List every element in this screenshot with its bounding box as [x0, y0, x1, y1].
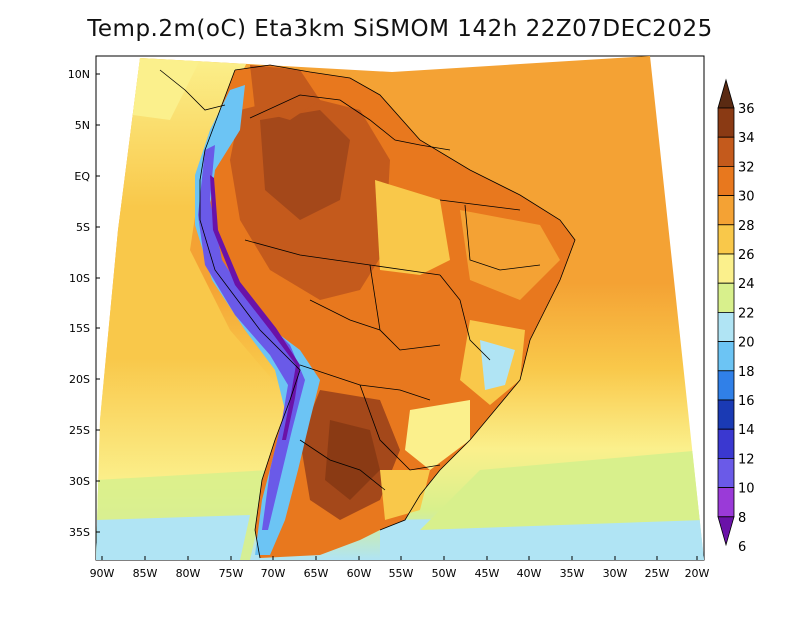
colorbar-label: 8: [738, 511, 746, 526]
longitude-axis: 90W 85W 80W 75W 70W 65W 60W 55W 50W 45W …: [90, 567, 710, 580]
lat-label: 35S: [69, 526, 90, 539]
lat-label: 5N: [75, 119, 90, 132]
colorbar-swatch: [717, 195, 735, 226]
lon-label: 50W: [432, 567, 457, 580]
colorbar-label: 14: [738, 423, 755, 438]
lon-label: 60W: [347, 567, 372, 580]
colorbar-swatch: [717, 457, 735, 488]
colorbar-label: 28: [738, 219, 755, 234]
colorbar-swatch: [717, 428, 735, 459]
lon-label: 45W: [475, 567, 500, 580]
colorbar-swatch: [717, 107, 735, 138]
colorbar-label: 32: [738, 160, 755, 175]
latitude-axis: 10N 5N EQ 5S 10S 15S 20S 25S 30S 35S: [68, 68, 91, 539]
lon-label: 85W: [133, 567, 158, 580]
lat-label: 15S: [69, 322, 90, 335]
colorbar-label: 26: [738, 248, 755, 263]
colorbar-swatch: [717, 253, 735, 284]
colorbar: 36 34 32 30 28 26 24 22 20 18 16 14 12 10 8 6: [717, 78, 755, 555]
colorbar-label: 12: [738, 452, 755, 467]
lon-label: 55W: [389, 567, 414, 580]
colorbar-swatch: [717, 399, 735, 430]
pacific-ocean: [96, 56, 290, 560]
lon-label: 20W: [685, 567, 710, 580]
colorbar-label: 16: [738, 394, 755, 409]
colorbar-label: 34: [738, 131, 755, 146]
colorbar-label: 24: [738, 277, 755, 292]
lon-label: 70W: [261, 567, 286, 580]
colorbar-swatch: [717, 136, 735, 167]
map-title: Temp.2m(oC) Eta3km SiSMOM 142h 22Z07DEC2…: [87, 16, 713, 42]
colorbar-top-arrow: [717, 78, 735, 109]
country-borders: [159, 64, 576, 559]
colorbar-swatch: [717, 341, 735, 372]
lat-label: 10S: [69, 272, 90, 285]
colorbar-label: 6: [738, 540, 746, 555]
colorbar-swatch: [717, 370, 735, 401]
lon-label: 75W: [219, 567, 244, 580]
lat-label: EQ: [74, 170, 90, 183]
lon-label: 40W: [517, 567, 542, 580]
colorbar-label: 10: [738, 482, 755, 497]
colorbar-label: 36: [738, 102, 755, 117]
colorbar-label: 20: [738, 336, 755, 351]
colorbar-swatch: [717, 224, 735, 255]
lon-label: 90W: [90, 567, 115, 580]
lon-label: 80W: [176, 567, 201, 580]
colorbar-label: 22: [738, 306, 755, 321]
colorbar-label: 18: [738, 365, 755, 380]
colorbar-swatch: [717, 487, 735, 518]
colorbar-swatch: [717, 311, 735, 342]
lat-label: 10N: [68, 68, 90, 81]
lat-label: 5S: [76, 221, 90, 234]
colorbar-label: 30: [738, 190, 755, 205]
lat-label: 25S: [69, 424, 90, 437]
lat-label: 20S: [69, 373, 90, 386]
lon-label: 30W: [603, 567, 628, 580]
colorbar-swatch: [717, 282, 735, 313]
temperature-field: [96, 56, 704, 560]
lat-label: 30S: [69, 475, 90, 488]
colorbar-bottom-arrow: [717, 516, 735, 547]
lon-label: 25W: [645, 567, 670, 580]
lon-label: 65W: [304, 567, 329, 580]
colorbar-swatch: [717, 165, 735, 196]
lon-label: 35W: [560, 567, 585, 580]
